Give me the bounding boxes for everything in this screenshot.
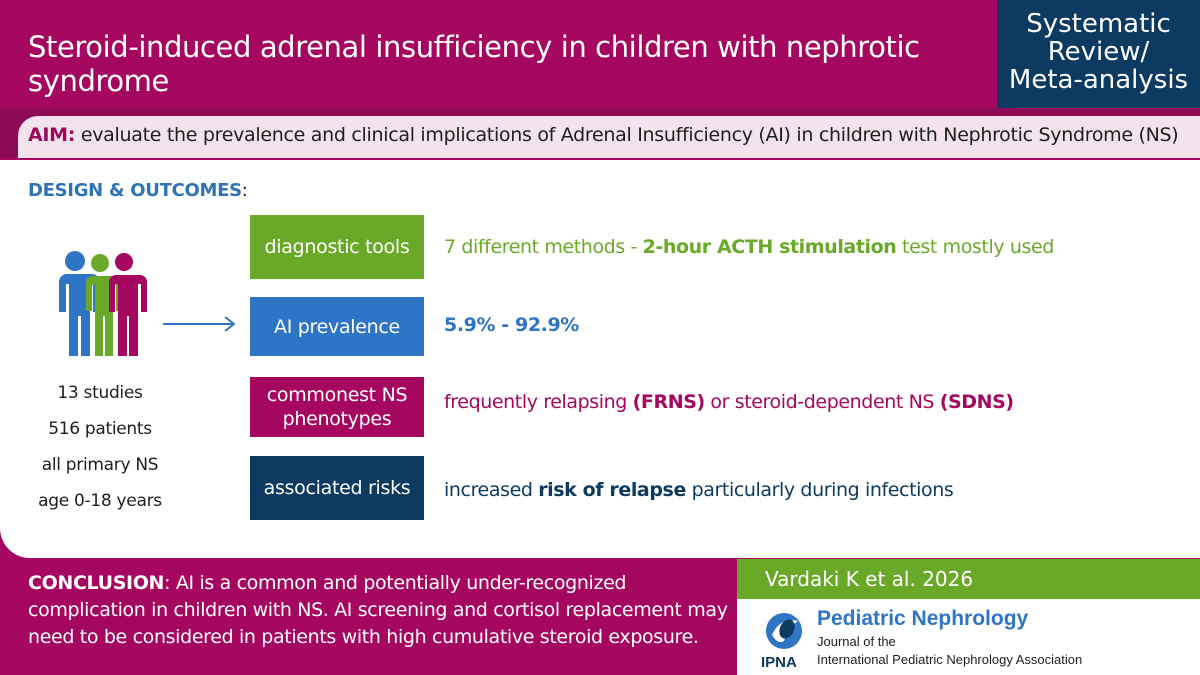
conclusion-text: : AI is a common and potentially under-r… xyxy=(28,572,728,648)
aim-statement: AIM: evaluate the prevalence and clinica… xyxy=(18,116,1200,158)
outcome-label-phenotypes: commonest NS phenotypes xyxy=(250,377,424,437)
design-heading-text: DESIGN & OUTCOMES xyxy=(28,180,242,201)
stat-patients: 516 patients xyxy=(48,419,152,439)
outcome-text-part: test mostly used xyxy=(896,236,1054,258)
outcome-text-ai-prevalence: 5.9% - 92.9% xyxy=(444,314,579,336)
outcome-text-phenotypes: frequently relapsing (FRNS) or steroid-d… xyxy=(444,391,1014,413)
outcome-text-emphasis: risk of relapse xyxy=(538,479,686,501)
ipna-logo-icon xyxy=(766,613,802,649)
outcome-text-part: particularly during infections xyxy=(685,479,954,501)
conclusion: CONCLUSION: AI is a common and potential… xyxy=(28,570,748,651)
arrow-right-icon xyxy=(163,316,236,332)
outcome-text-part: 7 different methods - xyxy=(444,236,643,258)
outcome-text-emphasis: (SDNS) xyxy=(939,391,1014,413)
badge-line: Systematic xyxy=(1026,9,1171,39)
people-group-icon xyxy=(58,251,147,356)
stat-studies: 13 studies xyxy=(57,383,143,403)
study-stats: 13 studies 516 patients all primary NS a… xyxy=(20,382,180,526)
badge-line: Review/ xyxy=(1047,37,1150,67)
journal-title: Pediatric Nephrology xyxy=(817,607,1029,630)
citation: Vardaki K et al. 2026 xyxy=(737,559,1200,599)
outcome-text-part: frequently relapsing xyxy=(444,391,633,413)
journal-subtitle-line: International Pediatric Nephrology Assoc… xyxy=(817,652,1083,667)
design-heading-colon: : xyxy=(241,180,248,201)
outcome-text-diagnostic-tools: 7 different methods - 2-hour ACTH stimul… xyxy=(444,236,1054,258)
article-type-badge: Systematic Review/ Meta-analysis xyxy=(997,0,1200,108)
journal-subtitle-line: Journal of the xyxy=(817,634,896,649)
outcome-text-associated-risks: increased risk of relapse particularly d… xyxy=(444,479,954,501)
phenotypes-label-line: phenotypes xyxy=(282,408,392,430)
aim-text: evaluate the prevalence and clinical imp… xyxy=(75,124,1179,146)
phenotypes-label-line: commonest NS xyxy=(266,384,408,406)
ipna-logo-text: IPNA xyxy=(761,654,797,671)
outcome-label-diagnostic-tools: diagnostic tools xyxy=(250,215,424,279)
outcome-text-emphasis: 2-hour ACTH stimulation xyxy=(642,236,897,258)
badge-line: Meta-analysis xyxy=(1008,65,1189,95)
stat-population: all primary NS xyxy=(41,455,159,475)
aim-label: AIM: xyxy=(28,124,76,146)
journal-block: IPNA Pediatric Nephrology Journal of the… xyxy=(737,599,1200,675)
outcome-label-ai-prevalence: AI prevalence xyxy=(250,297,424,356)
stat-age: age 0-18 years xyxy=(38,491,162,511)
outcome-text-part: increased xyxy=(444,479,539,501)
outcome-text-part: or steroid-dependent NS xyxy=(704,391,940,413)
main-panel xyxy=(0,160,1200,558)
design-heading: DESIGN & OUTCOMES: xyxy=(28,180,248,201)
outcome-text-emphasis: (FRNS) xyxy=(632,391,706,413)
conclusion-label: CONCLUSION xyxy=(28,572,165,594)
outcome-label-associated-risks: associated risks xyxy=(250,456,424,520)
page-title: Steroid-induced adrenal insufficiency in… xyxy=(28,30,920,98)
